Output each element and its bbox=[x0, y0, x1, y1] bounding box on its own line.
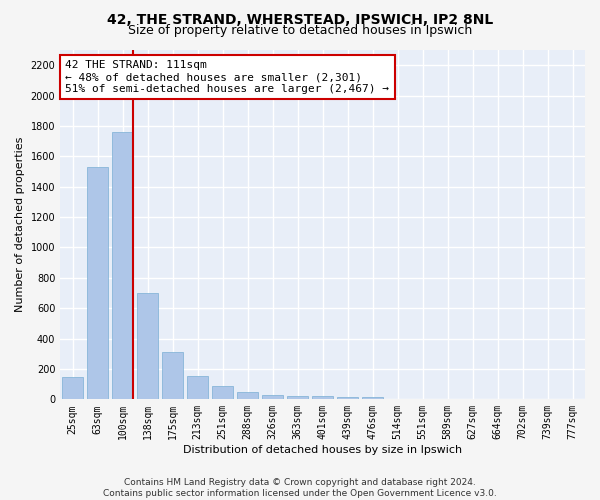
Bar bbox=[237, 392, 258, 400]
Text: Size of property relative to detached houses in Ipswich: Size of property relative to detached ho… bbox=[128, 24, 472, 37]
Text: Contains HM Land Registry data © Crown copyright and database right 2024.
Contai: Contains HM Land Registry data © Crown c… bbox=[103, 478, 497, 498]
X-axis label: Distribution of detached houses by size in Ipswich: Distribution of detached houses by size … bbox=[183, 445, 462, 455]
Bar bbox=[312, 396, 333, 400]
Bar bbox=[212, 386, 233, 400]
Bar bbox=[337, 397, 358, 400]
Text: 42 THE STRAND: 111sqm
← 48% of detached houses are smaller (2,301)
51% of semi-d: 42 THE STRAND: 111sqm ← 48% of detached … bbox=[65, 60, 389, 94]
Bar bbox=[287, 396, 308, 400]
Bar bbox=[87, 167, 108, 400]
Text: 42, THE STRAND, WHERSTEAD, IPSWICH, IP2 8NL: 42, THE STRAND, WHERSTEAD, IPSWICH, IP2 … bbox=[107, 12, 493, 26]
Y-axis label: Number of detached properties: Number of detached properties bbox=[15, 137, 25, 312]
Bar bbox=[162, 352, 183, 400]
Bar bbox=[362, 397, 383, 400]
Bar bbox=[62, 376, 83, 400]
Bar bbox=[112, 132, 133, 400]
Bar bbox=[387, 398, 408, 400]
Bar bbox=[187, 376, 208, 400]
Bar bbox=[262, 395, 283, 400]
Bar bbox=[137, 293, 158, 400]
